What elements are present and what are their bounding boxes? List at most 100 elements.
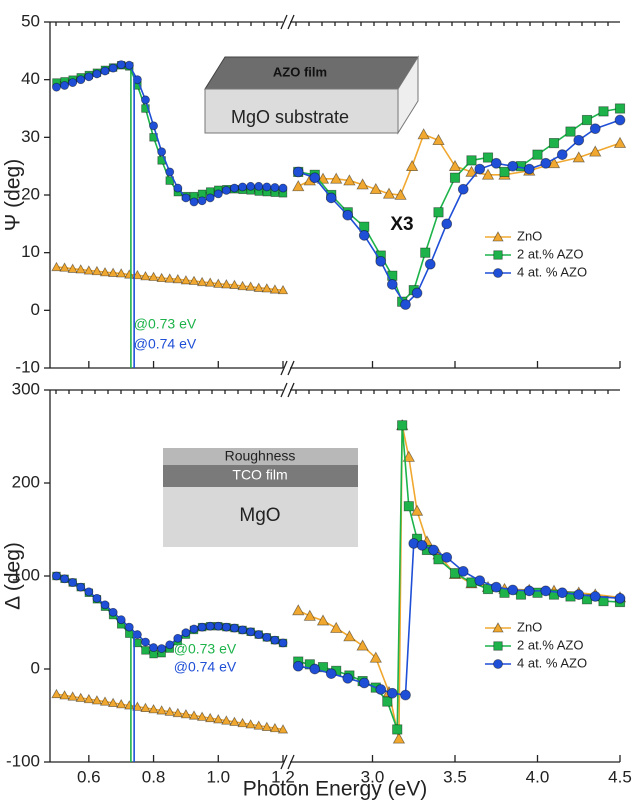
marker xyxy=(132,701,143,711)
marker xyxy=(493,250,503,260)
marker xyxy=(474,575,486,587)
marker xyxy=(245,719,256,729)
marker xyxy=(532,149,543,160)
series-line xyxy=(56,575,284,650)
marker xyxy=(572,151,585,163)
marker xyxy=(261,721,272,731)
annotation: X3 xyxy=(390,214,413,235)
marker xyxy=(116,615,126,625)
marker xyxy=(254,630,264,640)
marker xyxy=(343,630,356,642)
marker xyxy=(221,715,232,725)
marker xyxy=(156,705,167,715)
marker xyxy=(91,265,103,276)
marker xyxy=(358,677,370,689)
inset-shape xyxy=(163,465,358,487)
marker xyxy=(499,166,510,178)
marker xyxy=(433,207,444,218)
marker xyxy=(237,717,248,728)
marker xyxy=(99,696,111,706)
marker xyxy=(465,165,478,177)
marker xyxy=(382,187,396,199)
x-axis-label: Photon Energy (eV) xyxy=(243,778,427,801)
marker xyxy=(540,157,552,169)
marker xyxy=(411,287,423,299)
marker xyxy=(303,609,316,621)
marker xyxy=(278,183,288,193)
reference-label: @0.73 eV xyxy=(174,641,237,657)
axis-break xyxy=(280,360,288,376)
y-tick-label: 10 xyxy=(21,242,40,261)
marker xyxy=(269,722,281,733)
marker xyxy=(375,255,387,267)
marker xyxy=(457,183,469,195)
marker xyxy=(188,710,200,720)
marker xyxy=(507,584,519,596)
marker xyxy=(108,63,118,73)
marker xyxy=(246,181,256,191)
marker xyxy=(420,247,431,258)
y-axis-label: Δ (deg) xyxy=(2,542,25,610)
marker xyxy=(457,565,469,577)
marker xyxy=(589,145,602,157)
marker xyxy=(277,284,289,295)
marker xyxy=(261,283,272,293)
y-tick-label: -100 xyxy=(6,751,40,770)
marker xyxy=(466,155,477,166)
legend-label: 4 at. % AZO xyxy=(517,264,587,279)
marker xyxy=(181,628,191,638)
marker xyxy=(481,168,495,180)
marker xyxy=(132,269,143,280)
marker xyxy=(449,172,461,183)
marker xyxy=(493,268,503,278)
marker xyxy=(356,639,369,651)
marker xyxy=(507,160,519,172)
marker xyxy=(230,623,239,633)
inset-label: TCO film xyxy=(232,467,287,483)
marker xyxy=(448,159,462,171)
marker xyxy=(416,539,428,551)
legend-label: 4 at. % AZO xyxy=(517,655,587,670)
marker xyxy=(309,172,321,184)
marker xyxy=(325,668,337,680)
marker xyxy=(386,687,398,699)
marker xyxy=(392,724,403,735)
marker xyxy=(205,621,215,631)
marker xyxy=(148,703,159,714)
marker xyxy=(59,262,70,272)
marker xyxy=(325,192,337,204)
marker xyxy=(140,702,151,712)
marker xyxy=(382,696,393,707)
x-tick-label: 4.5 xyxy=(608,767,632,786)
marker xyxy=(237,280,248,291)
marker xyxy=(52,82,61,92)
marker xyxy=(441,218,453,230)
legend-label: 2 at.% AZO xyxy=(517,637,583,652)
marker xyxy=(277,724,289,734)
marker xyxy=(51,261,62,272)
marker xyxy=(405,159,419,171)
marker xyxy=(474,163,486,175)
marker xyxy=(76,582,86,592)
marker xyxy=(92,69,102,79)
marker xyxy=(369,651,382,663)
marker xyxy=(124,622,134,632)
marker xyxy=(490,157,502,169)
marker xyxy=(493,641,503,651)
marker xyxy=(614,114,626,126)
x-tick-label: 0.6 xyxy=(77,767,101,786)
marker xyxy=(68,578,78,587)
marker xyxy=(238,182,247,192)
marker xyxy=(238,625,247,635)
marker xyxy=(107,267,119,277)
marker xyxy=(482,152,494,163)
marker xyxy=(432,133,445,146)
marker xyxy=(270,183,280,192)
marker xyxy=(205,277,216,287)
marker xyxy=(424,258,436,270)
marker xyxy=(342,209,354,221)
marker xyxy=(205,712,216,723)
y-tick-label: 20 xyxy=(21,184,40,203)
marker xyxy=(402,450,415,462)
marker xyxy=(229,716,240,726)
